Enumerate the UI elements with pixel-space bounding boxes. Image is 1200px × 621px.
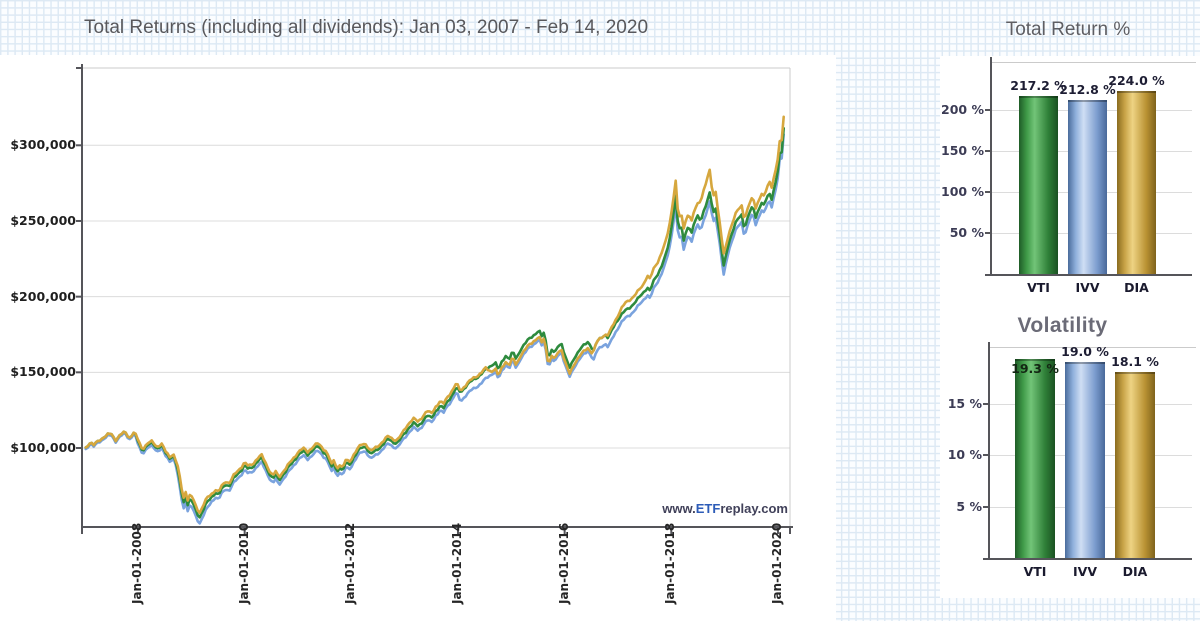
bar-y-tick bbox=[983, 505, 988, 508]
bar-category-label: VTI bbox=[1023, 564, 1047, 579]
watermark-brand: ETF bbox=[695, 501, 721, 516]
bar-y-tick-label: 150 % bbox=[941, 143, 984, 159]
bar-y-axis bbox=[988, 342, 990, 558]
x-tick-label: Jan-01-2008 bbox=[130, 522, 144, 604]
volatility-bar-chart-title: Volatility bbox=[1017, 314, 1108, 337]
bar-y-tick bbox=[983, 402, 988, 405]
bar-value-label: 19.3 % bbox=[1011, 361, 1059, 377]
bar-y-tick bbox=[985, 191, 990, 194]
bar-y-tick bbox=[985, 150, 990, 153]
y-tick-label: $250,000 bbox=[10, 212, 76, 228]
bar-y-tick bbox=[985, 232, 990, 235]
etfreplay-watermark-link[interactable]: www.ETFreplay.com bbox=[558, 501, 788, 516]
bar-y-tick-label: 50 % bbox=[949, 225, 984, 241]
bar-dia bbox=[1117, 90, 1156, 274]
bar-plot-top-border bbox=[988, 347, 1196, 348]
x-tick-label: Jan-01-2016 bbox=[556, 522, 571, 604]
bar-x-axis bbox=[983, 558, 1192, 560]
bar-category-label: DIA bbox=[1122, 564, 1148, 579]
bar-y-tick bbox=[983, 454, 988, 456]
bar-y-tick-label: 15 % bbox=[947, 395, 982, 411]
bar-value-label: 18.1 % bbox=[1111, 353, 1159, 369]
bar-y-tick bbox=[985, 109, 990, 112]
y-tick-label: $300,000 bbox=[10, 137, 76, 153]
bar-x-axis bbox=[985, 274, 1192, 276]
x-tick-label: Jan-01-2014 bbox=[449, 522, 464, 604]
bar-value-label: 19.0 % bbox=[1061, 344, 1109, 360]
y-tick-label: $100,000 bbox=[10, 440, 76, 455]
chart-title: Total Returns (including all dividends):… bbox=[84, 17, 649, 38]
x-tick-label: Jan-01-2010 bbox=[236, 522, 251, 604]
bar-y-tick-label: 5 % bbox=[956, 498, 982, 514]
bar-vti bbox=[1019, 96, 1058, 274]
bar-y-tick-label: 10 % bbox=[947, 447, 982, 462]
x-tick-label: Jan-01-2018 bbox=[663, 522, 678, 604]
total-return-bar-chart-title: Total Return % bbox=[1005, 19, 1131, 40]
watermark-www: www. bbox=[662, 501, 696, 516]
x-tick-label: Jan-01-2020 bbox=[769, 522, 784, 604]
bar-category-label: IVV bbox=[1073, 564, 1097, 579]
y-tick-label: $150,000 bbox=[10, 364, 76, 380]
bar-value-label: 224.0 % bbox=[1108, 72, 1165, 88]
bar-plot-top-border bbox=[990, 62, 1196, 63]
line-chart-panel bbox=[0, 55, 836, 621]
bar-category-label: DIA bbox=[1124, 280, 1149, 295]
watermark-rest: replay.com bbox=[720, 501, 788, 516]
bar-value-label: 212.8 % bbox=[1059, 81, 1116, 97]
bar-category-label: IVV bbox=[1075, 280, 1100, 295]
bar-y-axis bbox=[990, 57, 992, 274]
y-tick-label: $200,000 bbox=[10, 288, 76, 304]
bar-vti bbox=[1015, 359, 1055, 558]
bar-ivv bbox=[1065, 362, 1105, 558]
bar-dia bbox=[1115, 371, 1155, 558]
bar-value-label: 217.2 % bbox=[1010, 78, 1067, 94]
bar-y-tick-label: 200 % bbox=[941, 102, 984, 118]
bar-ivv bbox=[1068, 99, 1107, 274]
bar-y-tick-label: 100 % bbox=[941, 184, 984, 200]
bar-category-label: VTI bbox=[1027, 280, 1050, 295]
x-tick-label: Jan-01-2012 bbox=[343, 522, 358, 604]
